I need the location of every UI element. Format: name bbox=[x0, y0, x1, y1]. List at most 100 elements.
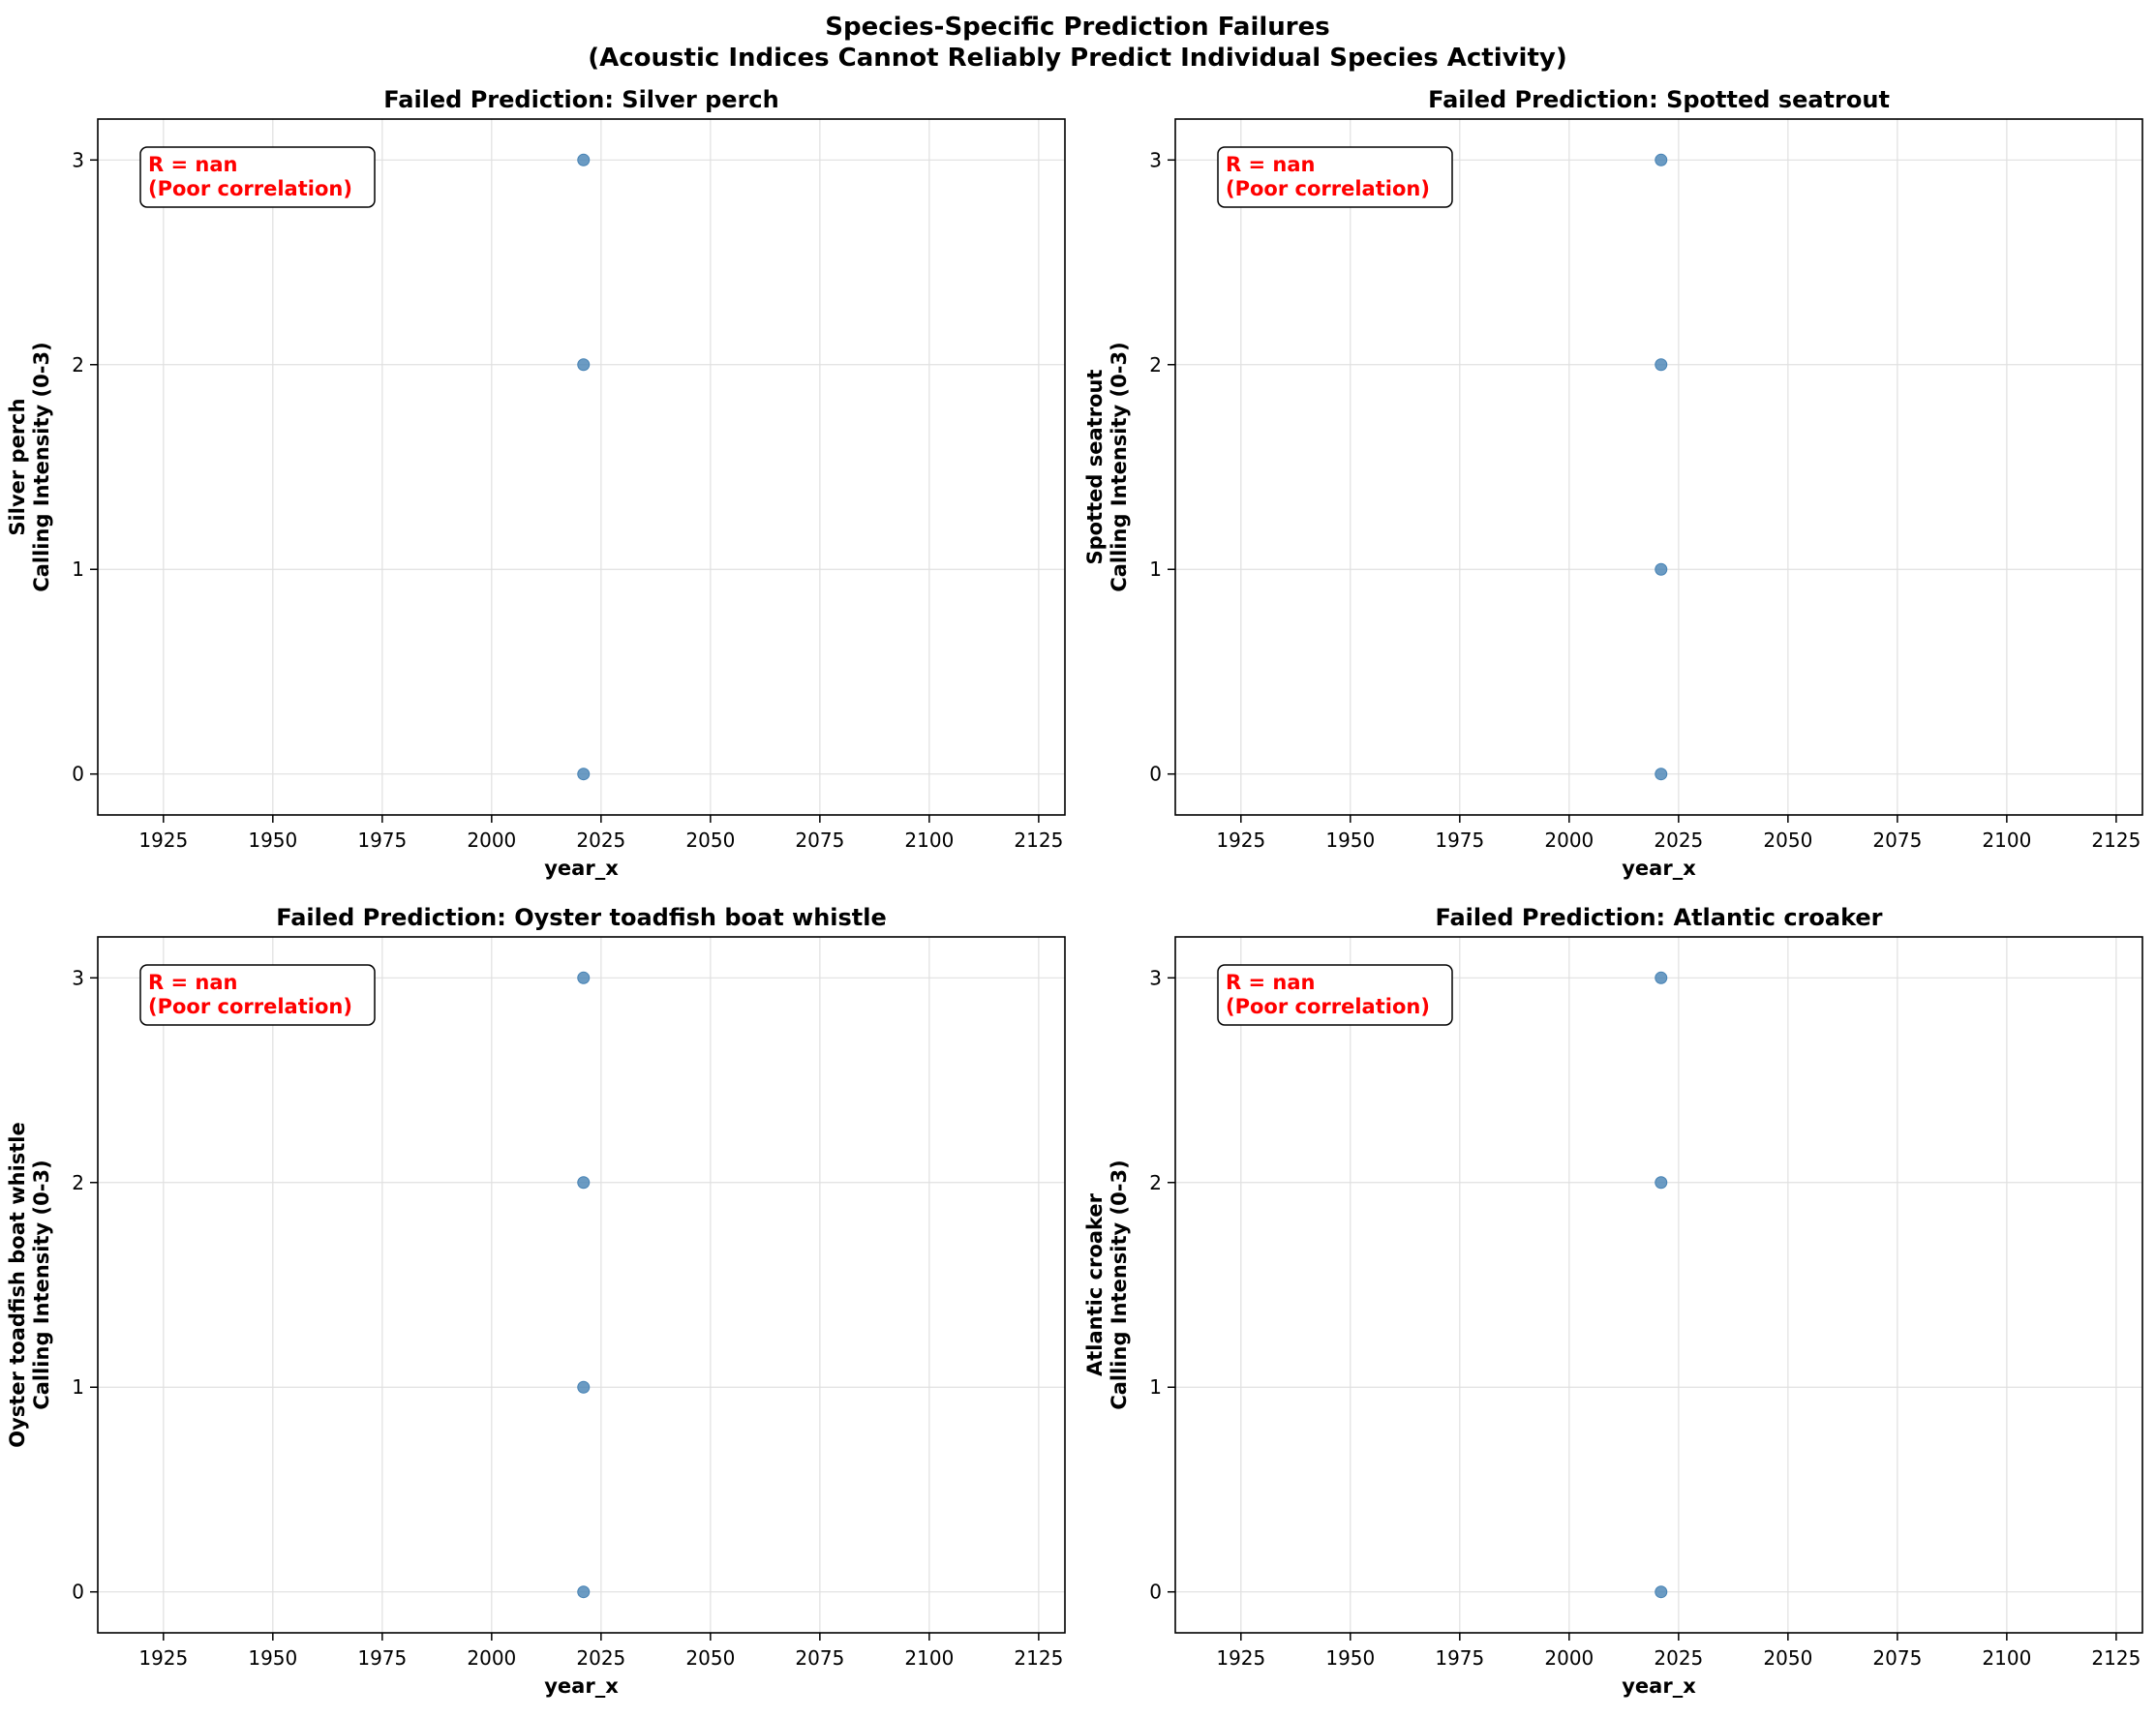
x-tick-label: 2125 bbox=[2091, 1646, 2141, 1670]
y-axis-label: Atlantic croaker bbox=[1083, 1192, 1107, 1376]
scatter-point bbox=[1655, 1176, 1668, 1190]
y-axis-label: Calling Intensity (0-3) bbox=[1108, 342, 1131, 591]
x-tick-label: 1950 bbox=[1325, 829, 1375, 852]
x-tick-label: 2000 bbox=[1544, 1646, 1594, 1670]
annotation-text: R = nan bbox=[148, 971, 237, 994]
x-tick-label: 2050 bbox=[685, 1646, 735, 1670]
annotation-text: R = nan bbox=[148, 153, 237, 176]
x-tick-label: 2100 bbox=[1982, 1646, 2031, 1670]
scatter-point bbox=[1655, 971, 1668, 984]
annotation-box bbox=[1217, 146, 1453, 208]
y-axis-label: Calling Intensity (0-3) bbox=[30, 342, 53, 591]
x-tick-label: 2125 bbox=[1014, 1646, 1063, 1670]
x-tick-label: 2075 bbox=[795, 829, 844, 852]
annotation-text: R = nan bbox=[1226, 153, 1315, 176]
x-axis-label: year_x bbox=[544, 857, 619, 880]
y-tick-label: 3 bbox=[72, 148, 84, 171]
y-axis-label: Silver perch bbox=[6, 398, 29, 535]
x-tick-label: 1975 bbox=[357, 829, 407, 852]
x-tick-label: 1975 bbox=[357, 1646, 407, 1670]
axes-frame bbox=[1174, 118, 2143, 816]
x-tick-label: 2000 bbox=[467, 1646, 516, 1670]
figure-suptitle-line2: (Acoustic Indices Cannot Reliably Predic… bbox=[588, 44, 1566, 73]
x-tick-label: 2025 bbox=[1654, 829, 1703, 852]
y-tick-label: 2 bbox=[72, 353, 84, 377]
scatter-point bbox=[1655, 1585, 1668, 1599]
y-tick-label: 3 bbox=[1149, 148, 1162, 171]
scatter-point bbox=[577, 768, 591, 781]
x-tick-label: 1925 bbox=[138, 1646, 188, 1670]
scatter-point bbox=[577, 1380, 591, 1394]
panel-title: Failed Prediction: Spotted seatrout bbox=[1428, 86, 1890, 113]
scatter-point bbox=[577, 1585, 591, 1599]
x-tick-label: 1975 bbox=[1435, 829, 1484, 852]
y-tick-label: 0 bbox=[1149, 763, 1162, 786]
panel-title: Failed Prediction: Oyster toadfish boat … bbox=[276, 904, 887, 931]
y-tick-label: 1 bbox=[72, 558, 84, 581]
y-tick-label: 1 bbox=[1149, 1375, 1162, 1399]
y-tick-label: 1 bbox=[72, 1375, 84, 1399]
panel-title: Failed Prediction: Atlantic croaker bbox=[1435, 904, 1882, 931]
scatter-point bbox=[1655, 768, 1668, 781]
chart-panel-1: 1925 1950 1975 2000 2025 2050 2075 2100 2125 0 1 2 3… bbox=[6, 86, 1066, 880]
y-tick-label: 0 bbox=[72, 763, 84, 786]
scatter-point bbox=[577, 971, 591, 984]
annotation-text: (Poor correlation) bbox=[1226, 995, 1430, 1018]
x-tick-label: 2075 bbox=[1872, 829, 1922, 852]
x-tick-label: 1950 bbox=[248, 829, 297, 852]
chart-panel-3: 1925 1950 1975 2000 2025 2050 2075 2100 2125 0 1 2 3… bbox=[6, 904, 1066, 1698]
x-tick-label: 2100 bbox=[904, 1646, 954, 1670]
annotation-text: (Poor correlation) bbox=[1226, 177, 1430, 200]
x-axis-label: year_x bbox=[544, 1674, 619, 1698]
scatter-point bbox=[1655, 562, 1668, 576]
y-tick-label: 2 bbox=[1149, 353, 1162, 377]
annotation-text: R = nan bbox=[1226, 971, 1315, 994]
x-tick-label: 2025 bbox=[1654, 1646, 1703, 1670]
y-tick-label: 0 bbox=[72, 1581, 84, 1604]
y-tick-label: 3 bbox=[1149, 966, 1162, 989]
y-tick-label: 2 bbox=[72, 1171, 84, 1194]
annotation-box bbox=[139, 964, 376, 1026]
panel-title: Failed Prediction: Silver perch bbox=[383, 86, 778, 113]
x-tick-label: 1975 bbox=[1435, 1646, 1484, 1670]
x-tick-label: 1950 bbox=[1325, 1646, 1375, 1670]
x-axis-label: year_x bbox=[1622, 1674, 1696, 1698]
x-tick-label: 2050 bbox=[685, 829, 735, 852]
scatter-point bbox=[577, 153, 591, 166]
x-tick-label: 2075 bbox=[795, 1646, 844, 1670]
y-axis-label: Spotted seatrout bbox=[1083, 370, 1107, 565]
scatter-point bbox=[577, 1176, 591, 1190]
x-tick-label: 2100 bbox=[1982, 829, 2031, 852]
y-tick-label: 0 bbox=[1149, 1581, 1162, 1604]
x-tick-label: 1950 bbox=[248, 1646, 297, 1670]
y-axis-label: Calling Intensity (0-3) bbox=[30, 1160, 53, 1409]
x-tick-label: 1925 bbox=[1216, 1646, 1265, 1670]
axes-frame bbox=[1174, 936, 2143, 1634]
scatter-point bbox=[1655, 153, 1668, 166]
x-tick-label: 2000 bbox=[467, 829, 516, 852]
x-tick-label: 1925 bbox=[1216, 829, 1265, 852]
scatter-point bbox=[1655, 358, 1668, 372]
y-tick-label: 1 bbox=[1149, 558, 1162, 581]
axes-frame bbox=[97, 118, 1066, 816]
axes-frame bbox=[97, 936, 1066, 1634]
annotation-text: (Poor correlation) bbox=[148, 995, 352, 1018]
x-tick-label: 2125 bbox=[2091, 829, 2141, 852]
x-tick-label: 2050 bbox=[1763, 1646, 1812, 1670]
x-tick-label: 2000 bbox=[1544, 829, 1594, 852]
x-tick-label: 2025 bbox=[576, 829, 625, 852]
annotation-text: (Poor correlation) bbox=[148, 177, 352, 200]
x-tick-label: 2050 bbox=[1763, 829, 1812, 852]
y-tick-label: 3 bbox=[72, 966, 84, 989]
y-axis-label: Calling Intensity (0-3) bbox=[1108, 1160, 1131, 1409]
chart-panel-4: 1925 1950 1975 2000 2025 2050 2075 2100 2125 0 1 2 3… bbox=[1083, 904, 2143, 1698]
x-tick-label: 2025 bbox=[576, 1646, 625, 1670]
x-tick-label: 2100 bbox=[904, 829, 954, 852]
chart-panel-2: 1925 1950 1975 2000 2025 2050 2075 2100 2125 0 1 2 3… bbox=[1083, 86, 2143, 880]
scatter-point bbox=[577, 358, 591, 372]
x-tick-label: 1925 bbox=[138, 829, 188, 852]
x-tick-label: 2125 bbox=[1014, 829, 1063, 852]
annotation-box bbox=[1217, 964, 1453, 1026]
